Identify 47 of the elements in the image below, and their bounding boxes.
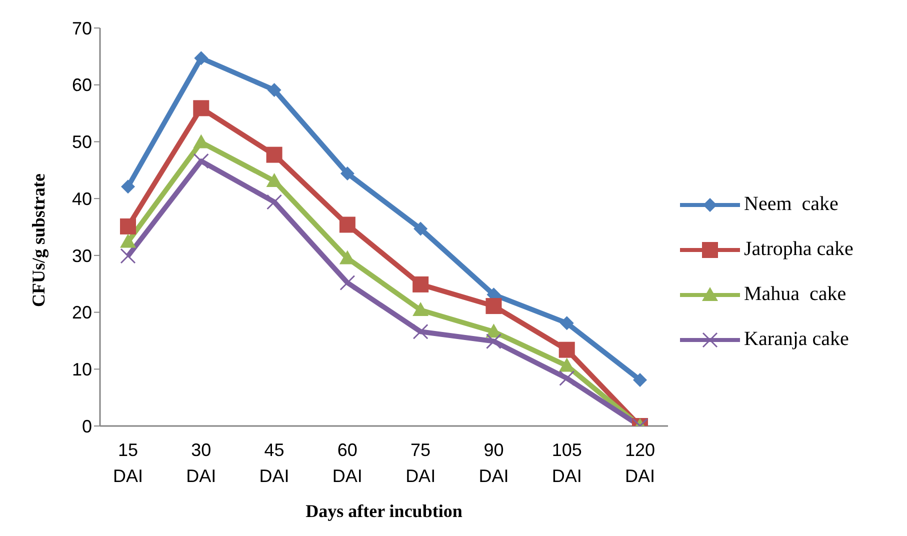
point — [340, 274, 356, 290]
point — [120, 248, 136, 264]
legend-label: Jatropha cake — [744, 238, 854, 261]
legend-label: Karanja cake — [744, 328, 849, 351]
point — [486, 298, 502, 314]
y-tick-label: 60 — [72, 75, 92, 96]
point — [193, 153, 209, 169]
point — [412, 276, 429, 292]
y-tick-label: 10 — [72, 360, 92, 380]
point — [193, 134, 210, 148]
x-tick-label: 45 DAI — [259, 440, 290, 486]
y-tick-label: 70 — [72, 18, 92, 38]
point — [120, 234, 136, 248]
y-tick-label: 40 — [72, 188, 92, 209]
point — [414, 222, 428, 236]
x-tick-label: 15 DAI — [112, 440, 144, 486]
x-tick-label: 120 DAI — [624, 440, 656, 486]
point — [486, 334, 502, 350]
point — [340, 166, 354, 181]
point — [412, 324, 428, 340]
point — [633, 372, 647, 387]
legend-label: Mahua cake — [744, 283, 846, 306]
y-axis-title: CFUs/g substrate — [28, 173, 48, 307]
point — [266, 146, 282, 163]
x-tick-label: 60 DAI — [332, 440, 362, 486]
y-tick-label: 20 — [72, 302, 92, 323]
y-tick-label: 50 — [72, 132, 92, 152]
point — [339, 216, 356, 233]
y-tick-label: 30 — [72, 246, 92, 266]
x-tick-label: 105 DAI — [552, 440, 582, 486]
point — [193, 100, 210, 116]
point — [120, 218, 136, 234]
x-tick-label: 75 DAI — [406, 440, 436, 486]
legend-label: Neem cake — [744, 193, 838, 216]
point — [559, 370, 575, 386]
y-tick-label: 0 — [82, 416, 92, 436]
point — [121, 180, 135, 194]
point — [412, 302, 429, 316]
x-axis-title: Days after incubtion — [306, 500, 462, 521]
point — [558, 342, 575, 358]
point — [267, 82, 282, 97]
point — [194, 51, 208, 66]
x-tick-label: 30 DAI — [186, 440, 216, 486]
point — [560, 316, 574, 330]
point — [266, 194, 282, 210]
point — [266, 172, 282, 187]
x-tick-label: 90 DAI — [478, 440, 509, 486]
